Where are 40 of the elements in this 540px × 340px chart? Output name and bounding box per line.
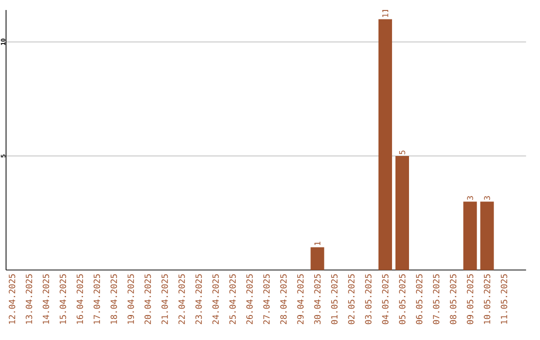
x-tick-label: 07.05.2025 (432, 274, 440, 324)
x-tick-label: 14.04.2025 (42, 274, 50, 324)
data-label: 3 (484, 196, 490, 200)
x-tick-label: 12.04.2025 (8, 274, 16, 324)
x-tick-label: 16.04.2025 (76, 274, 84, 324)
data-label: 11 (382, 8, 388, 17)
x-tick-label: 29.04.2025 (297, 274, 304, 324)
x-tick-label: 23.04.2025 (195, 274, 202, 324)
x-tick-label: 19.04.2025 (128, 274, 134, 324)
x-tick-label: 28.04.2025 (280, 274, 287, 324)
data-label: 5 (399, 150, 406, 154)
bar (480, 202, 494, 270)
x-tick-label: 20.04.2025 (144, 274, 151, 324)
x-tick-label: 18.04.2025 (110, 274, 118, 324)
x-tick-label: 06.05.2025 (416, 274, 422, 324)
x-tick-label: 03.05.2025 (365, 274, 372, 324)
x-tick-label: 13.04.2025 (26, 274, 32, 324)
x-tick-label: 01.05.2025 (331, 274, 338, 324)
x-tick-label: 10.05.2025 (484, 274, 490, 324)
x-tick-label: 05.05.2025 (399, 274, 406, 324)
x-tick-label: 08.05.2025 (450, 274, 456, 324)
data-label: 1 (314, 242, 320, 246)
bar (395, 156, 410, 270)
data-label: 3 (467, 196, 474, 200)
x-tick-label: 02.05.2025 (348, 274, 355, 324)
x-tick-label: 24.04.2025 (212, 274, 219, 324)
x-tick-label: 30.04.2025 (314, 274, 321, 324)
x-tick-label: 21.04.2025 (161, 274, 168, 324)
x-tick-label: 09.05.2025 (466, 274, 474, 324)
bar (378, 19, 392, 270)
bar (310, 247, 324, 270)
x-tick-label: 11.05.2025 (500, 274, 508, 324)
x-tick-label: 15.04.2025 (60, 274, 66, 324)
x-tick-label: 22.04.2025 (178, 274, 185, 324)
x-tick-label: 25.04.2025 (229, 274, 236, 324)
x-tick-label: 27.04.2025 (263, 274, 270, 324)
x-tick-label: 17.04.2025 (94, 274, 100, 324)
bar (463, 202, 477, 270)
x-tick-label: 04.05.2025 (382, 274, 388, 324)
x-tick-label: 26.04.2025 (246, 274, 253, 324)
